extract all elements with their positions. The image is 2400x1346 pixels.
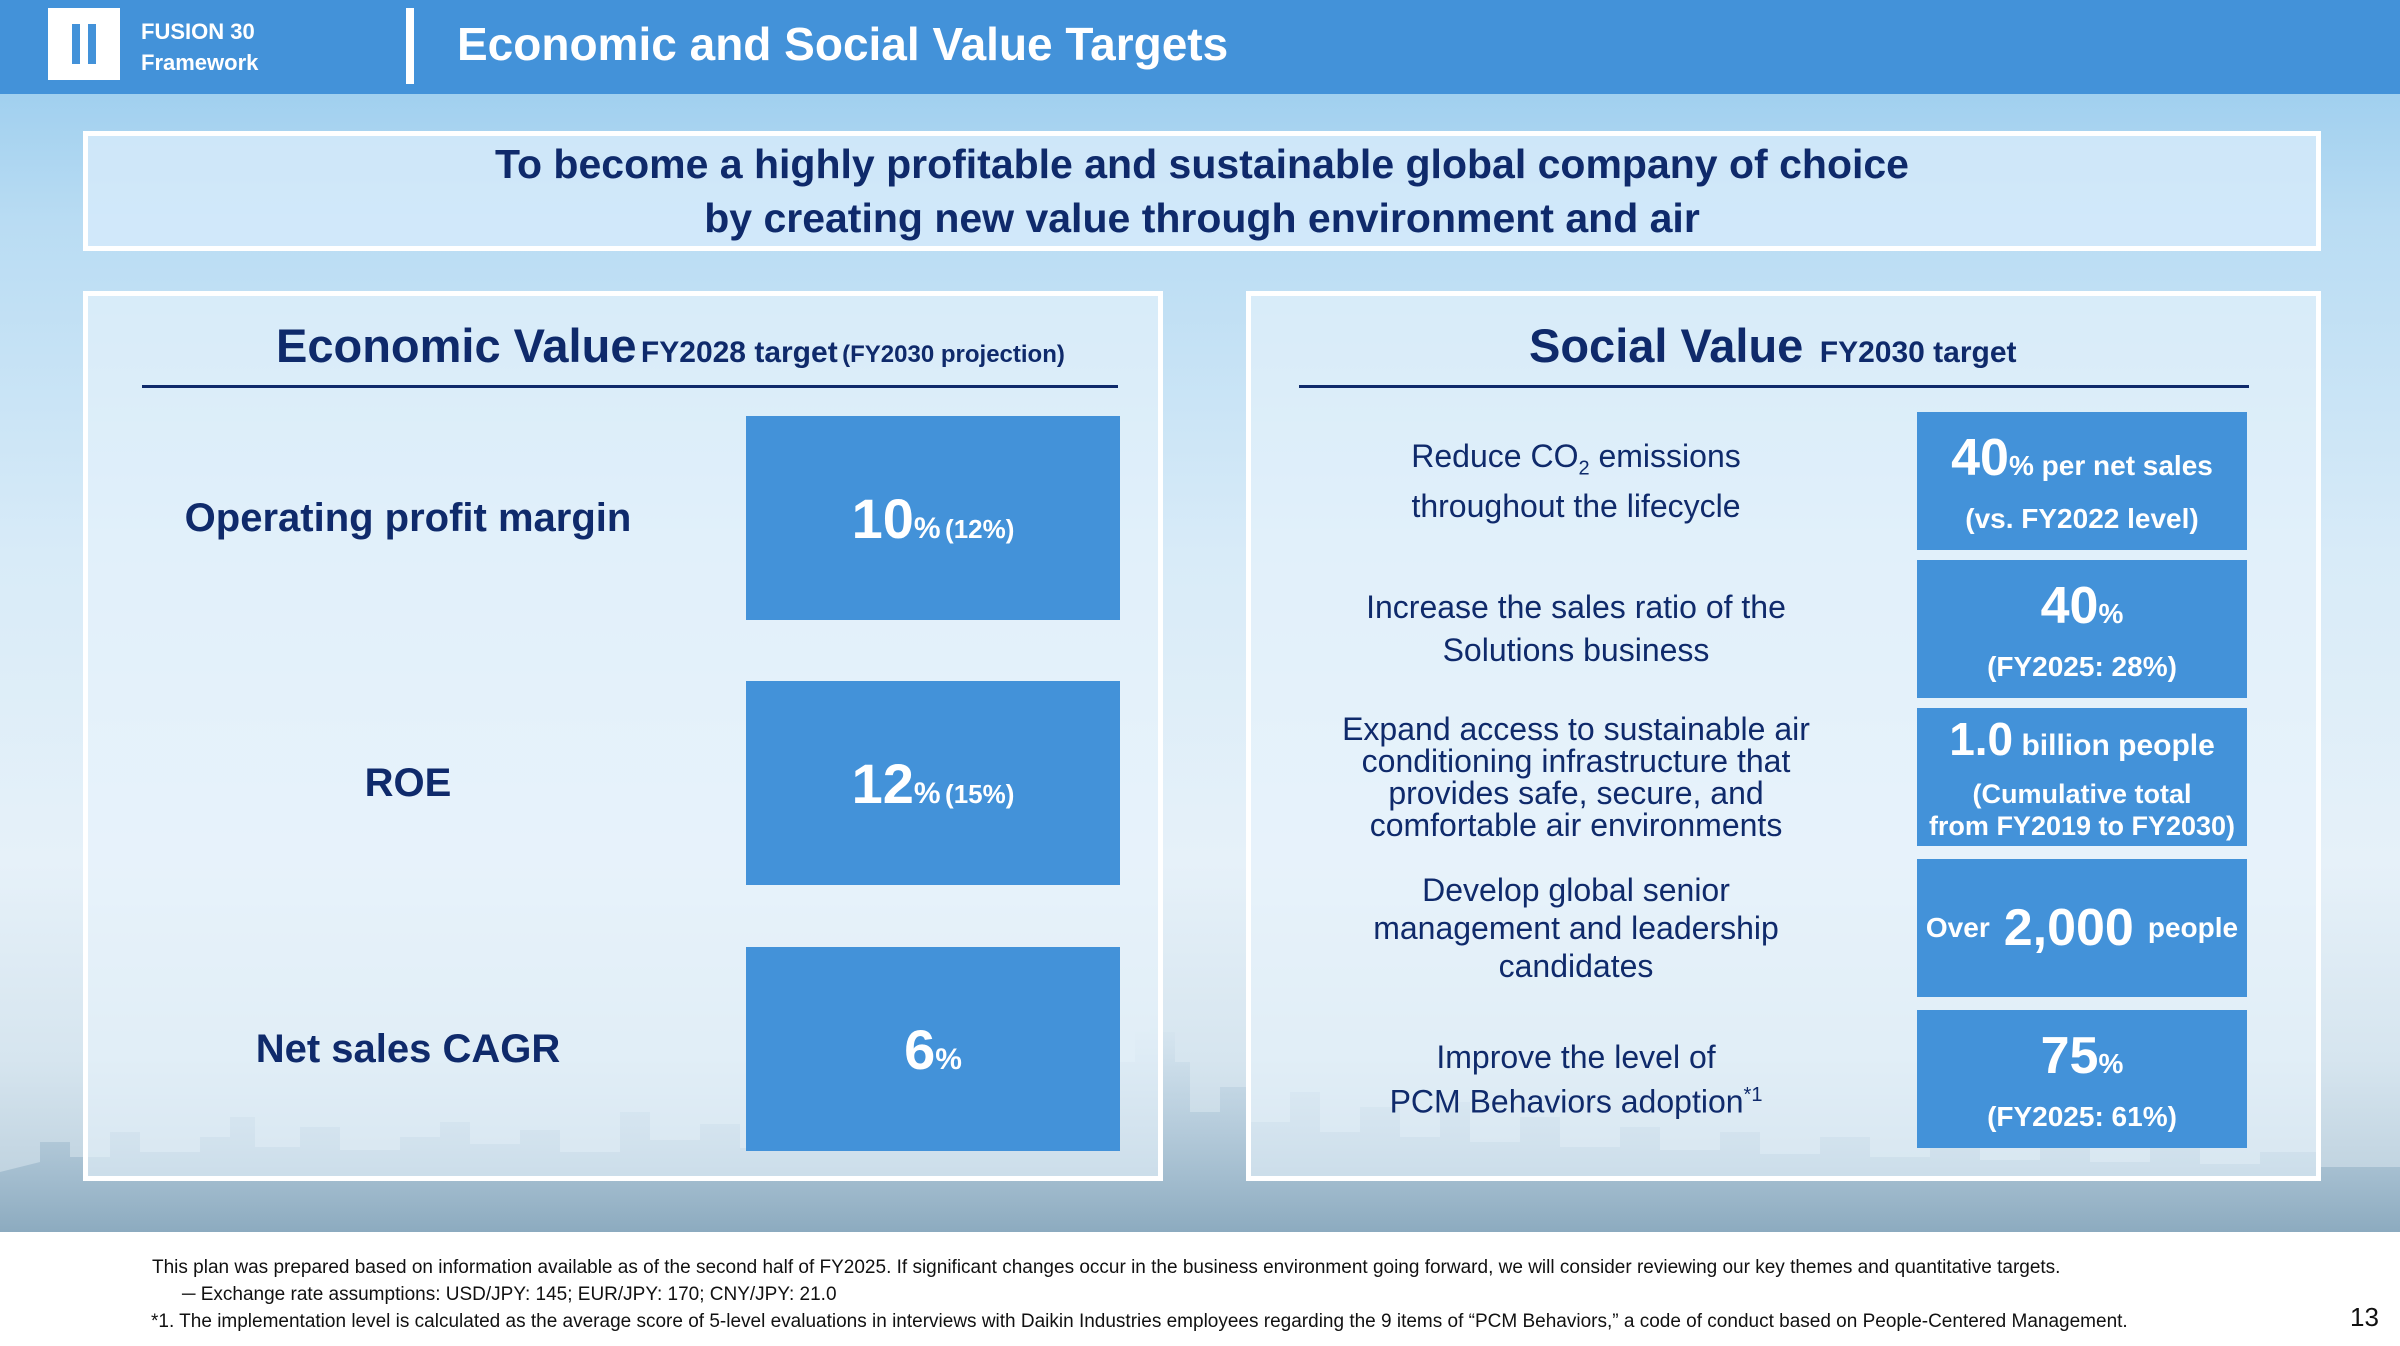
social-value-box: 75% (FY2025: 61%) <box>1917 1010 2247 1148</box>
social-value-panel: Social Value FY2030 target Reduce CO2 em… <box>1246 291 2321 1181</box>
social-row-label-line: Increase the sales ratio of the <box>1366 589 1786 625</box>
social-value-box: 40% (FY2025: 28%) <box>1917 560 2247 698</box>
co2-text: Reduce CO <box>1411 437 1579 474</box>
page-number: 13 <box>2350 1302 2379 1332</box>
economic-subtitle-note: (FY2030 projection) <box>842 341 1065 368</box>
economic-row-label: ROE <box>364 760 452 805</box>
economic-title-rule <box>142 385 1118 388</box>
co2-subscript: 2 <box>1578 457 1590 480</box>
social-value-unit: people <box>2147 912 2239 943</box>
economic-title: Economic Value <box>276 319 637 372</box>
social-value-box: 40% per net sales (vs. FY2022 level) <box>1917 412 2247 550</box>
slide-header: FUSION 30 Framework Economic and Social … <box>0 0 2400 94</box>
social-row-label: Develop global senior management and lea… <box>1331 859 1821 997</box>
social-row-label-line: candidates <box>1498 948 1654 984</box>
social-row-label: Increase the sales ratio of the Solution… <box>1331 560 1821 698</box>
social-row-label-line: throughout the lifecycle <box>1411 488 1741 525</box>
footnote-marker: *1 <box>1743 1083 1763 1106</box>
economic-panel-title: Economic Value FY2028 target (FY2030 pro… <box>276 318 1065 373</box>
social-row-label: Reduce CO2 emissions throughout the life… <box>1331 412 1821 550</box>
social-row-label-line: management and leadership <box>1373 910 1779 946</box>
economic-value-box: 10% (12%) <box>746 416 1120 620</box>
social-value-number: 1.0 <box>1949 713 2014 765</box>
economic-value-number: 6 <box>904 1017 936 1081</box>
footnotes: This plan was prepared based on informat… <box>151 1254 2128 1335</box>
social-value-prefix: Over <box>1925 912 1990 943</box>
pcm-behaviors-text: PCM Behaviors adoption <box>1389 1083 1744 1120</box>
social-value-number: 40 <box>2040 576 2099 635</box>
social-value-unit: % <box>2098 1047 2124 1079</box>
economic-value-box: 12% (15%) <box>746 681 1120 885</box>
economic-value-unit: % <box>913 511 941 545</box>
economic-value-projection: (15%) <box>945 778 1015 809</box>
social-value-number: 75 <box>2040 1026 2099 1085</box>
social-row-label-line: provides safe, secure, and <box>1388 775 1764 811</box>
economic-value-projection: (12%) <box>945 513 1015 544</box>
social-value-number: 40 <box>1951 428 2009 487</box>
footnote-line: This plan was prepared based on informat… <box>152 1257 2061 1278</box>
economic-subtitle: FY2028 target <box>640 336 838 369</box>
framework-label: FUSION 30 Framework <box>141 16 258 78</box>
social-row-label-line: Develop global senior <box>1422 872 1730 908</box>
mission-statement: To become a highly profitable and sustai… <box>83 131 2321 251</box>
social-value-note: from FY2019 to FY2030) <box>1928 811 2236 841</box>
social-subtitle: FY2030 target <box>1819 336 2017 369</box>
social-value-note: (FY2025: 61%) <box>1987 1100 2177 1132</box>
social-row-label-line: Expand access to sustainable air <box>1342 711 1810 747</box>
framework-line1: FUSION 30 <box>141 19 255 44</box>
social-value-number: 2,000 <box>2003 899 2134 957</box>
economic-value-box: 6% <box>746 947 1120 1151</box>
social-value-unit: % <box>2098 597 2124 629</box>
social-value-box: 1.0 billion people (Cumulative total fro… <box>1917 708 2247 846</box>
social-value-note: (FY2025: 28%) <box>1987 650 2177 682</box>
social-value-unit: billion people <box>2013 729 2215 762</box>
page-title: Economic and Social Value Targets <box>457 18 1229 70</box>
social-row-label: Expand access to sustainable air conditi… <box>1331 708 1821 846</box>
social-row-label-line: conditioning infrastructure that <box>1361 743 1791 779</box>
economic-row-label: Net sales CAGR <box>255 1026 561 1071</box>
social-value-box: Over 2,000 people <box>1917 859 2247 997</box>
economic-value-number: 10 <box>851 486 914 550</box>
social-title: Social Value <box>1529 319 1804 372</box>
social-row-label-line: Improve the level of <box>1436 1038 1716 1075</box>
social-value-note: (vs. FY2022 level) <box>1965 502 2199 534</box>
social-panel-title: Social Value FY2030 target <box>1529 318 2017 373</box>
social-title-rule <box>1299 385 2249 388</box>
economic-value-unit: % <box>935 1042 962 1076</box>
economic-value-unit: % <box>913 776 941 810</box>
social-row-label: Improve the level of PCM Behaviors adopt… <box>1331 1010 1821 1148</box>
economic-value-panel: Economic Value FY2028 target (FY2030 pro… <box>83 291 1163 1181</box>
social-value-note: (Cumulative total <box>1972 779 2192 809</box>
section-number-badge <box>48 8 120 80</box>
footnote-line: *1. The implementation level is calculat… <box>151 1311 2128 1332</box>
header-divider <box>406 8 414 84</box>
social-value-unit: % per net sales <box>2008 449 2213 481</box>
footnote-line: ─ Exchange rate assumptions: USD/JPY: 14… <box>182 1284 837 1305</box>
social-row-label-line: Solutions business <box>1442 632 1710 668</box>
mission-line1: To become a highly profitable and sustai… <box>495 141 1909 187</box>
roman-numeral-two-icon <box>72 24 96 64</box>
economic-value-number: 12 <box>851 751 914 815</box>
economic-row-label: Operating profit margin <box>184 495 632 540</box>
emissions-text: emissions <box>1589 437 1741 474</box>
mission-line2: by creating new value through environmen… <box>704 195 1700 241</box>
framework-line2: Framework <box>141 50 259 75</box>
social-row-label-line: comfortable air environments <box>1369 807 1783 843</box>
